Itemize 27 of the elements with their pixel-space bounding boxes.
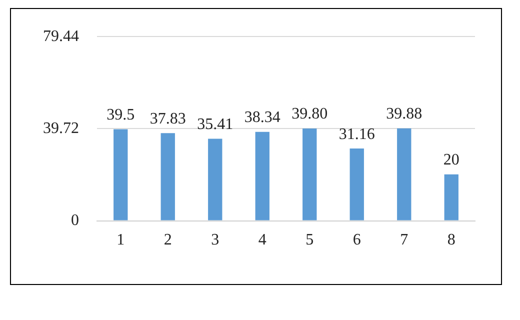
bar: [160, 133, 175, 220]
x-tick-label: 3: [211, 232, 220, 249]
x-tick-label: 1: [116, 232, 125, 249]
data-label: 37.83: [150, 110, 186, 128]
data-label: 39.88: [386, 106, 422, 123]
y-tick-label: 39.72: [43, 120, 79, 137]
bar: [302, 128, 317, 220]
data-label: 39.80: [292, 106, 328, 123]
bar: [350, 148, 364, 220]
x-tick-label: 6: [352, 232, 361, 249]
x-tick-label: 4: [258, 232, 266, 249]
bar: [255, 132, 270, 220]
data-label: 35.41: [197, 116, 234, 133]
bar: [208, 138, 222, 220]
y-tick-label: 79.44: [43, 28, 79, 45]
x-tick-label: 7: [400, 232, 408, 249]
data-label: 39.5: [106, 106, 135, 124]
data-label: 31.16: [338, 126, 375, 143]
data-label: 20: [443, 152, 460, 169]
x-tick-label: 2: [164, 232, 172, 249]
y-tick-label: 0: [71, 212, 79, 230]
bar: [114, 129, 128, 220]
bar: [444, 174, 458, 220]
data-label: 38.34: [244, 109, 280, 126]
bar: [397, 128, 412, 220]
x-tick-label: 5: [306, 232, 314, 249]
x-tick-label: 8: [447, 232, 456, 249]
